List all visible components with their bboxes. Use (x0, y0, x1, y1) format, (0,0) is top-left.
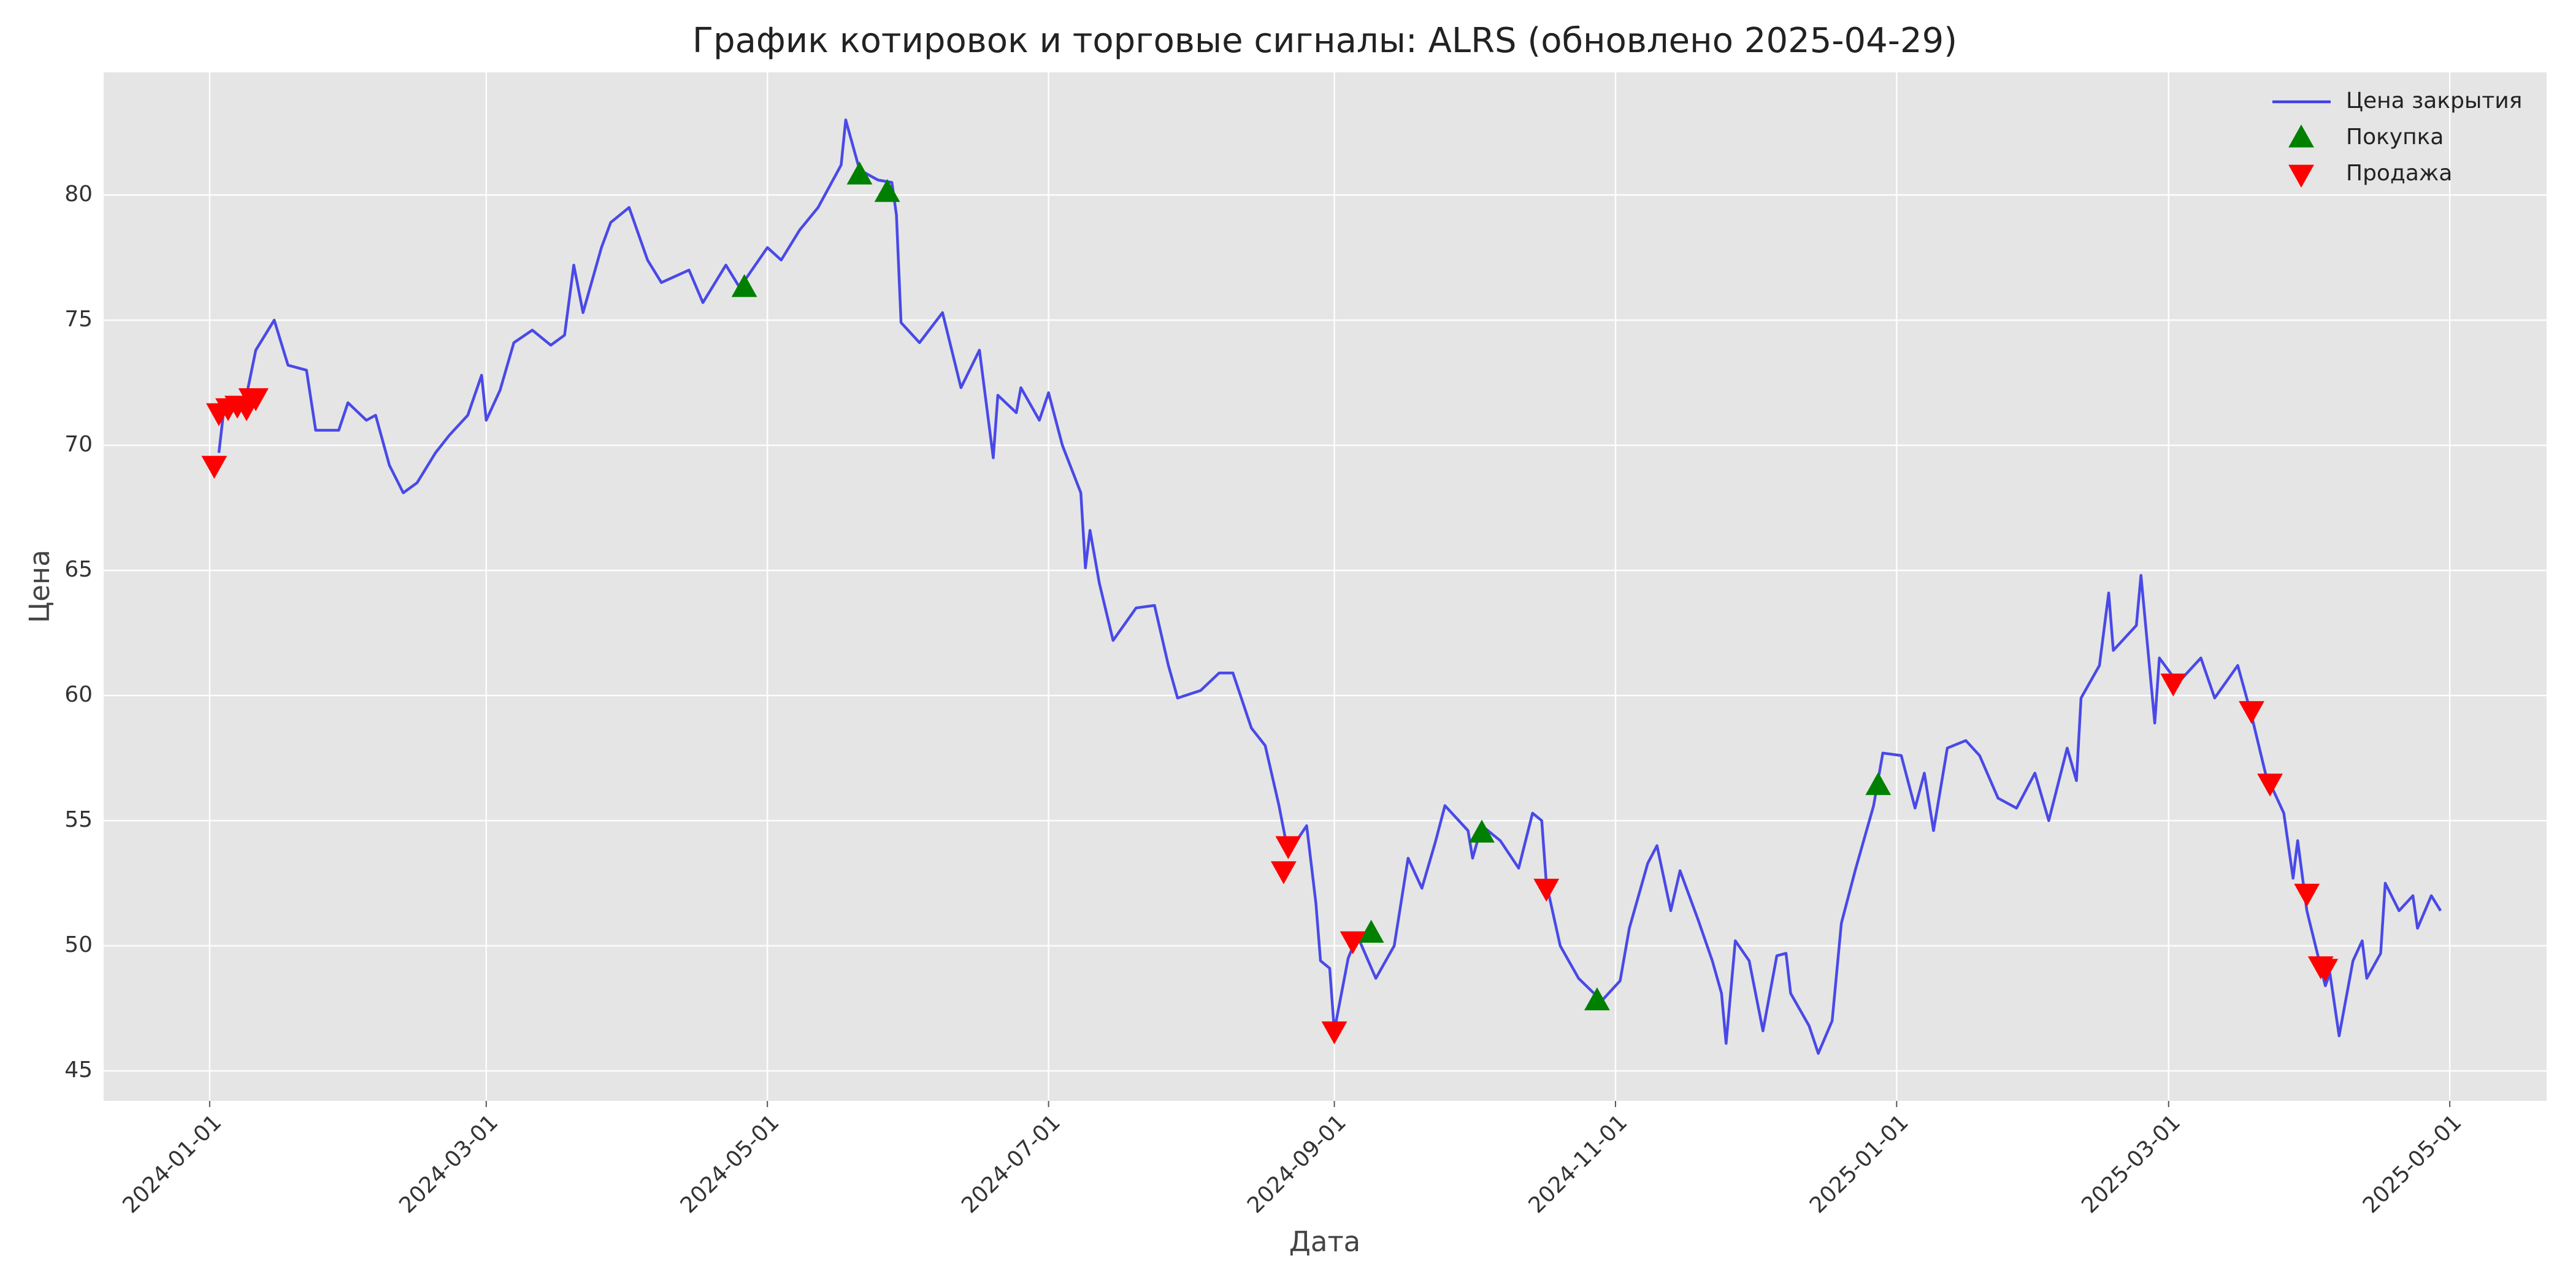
legend-swatch (2288, 164, 2314, 188)
sell-marker (2294, 883, 2320, 907)
sell-marker (2312, 959, 2339, 982)
buy-marker (1584, 987, 1610, 1011)
sell-marker (201, 456, 228, 479)
buy-marker (1469, 819, 1495, 843)
legend: Цена закрытия Покупка Продажа (2272, 88, 2522, 188)
y-tick-label: 65 (64, 557, 93, 582)
legend-label: Цена закрытия (2346, 88, 2522, 113)
y-tick-label: 75 (64, 307, 93, 332)
plot-background (104, 72, 2547, 1101)
buy-marker (1358, 919, 1384, 943)
sell-marker (1321, 1021, 1347, 1045)
legend-label: Покупка (2346, 125, 2444, 150)
y-tick-label: 55 (64, 807, 93, 832)
sell-marker (243, 388, 269, 412)
y-tick-label: 45 (64, 1057, 93, 1083)
sell-marker (2160, 673, 2187, 697)
chart-title: График котировок и торговые сигналы: ALR… (692, 21, 1957, 61)
sell-marker (2239, 701, 2264, 724)
price-line (217, 118, 2442, 1055)
buy-marker (1865, 772, 1892, 795)
y-tick-label: 70 (64, 432, 93, 457)
buy-marker (874, 178, 900, 202)
sell-marker (2257, 773, 2283, 797)
buy-marker (846, 161, 873, 185)
y-tick-label: 60 (64, 682, 93, 707)
sell-marker (1270, 861, 1297, 884)
legend-label: Продажа (2346, 161, 2452, 186)
y-axis-label: Цена (23, 550, 56, 623)
legend-swatch (2288, 125, 2314, 148)
x-axis-label: Дата (1289, 1225, 1361, 1258)
buy-marker (731, 274, 757, 297)
sell-marker (1340, 931, 1366, 954)
sell-marker (1533, 878, 1560, 902)
y-tick-label: 80 (64, 182, 93, 207)
y-tick-label: 50 (64, 932, 93, 957)
sell-marker (1275, 836, 1301, 859)
